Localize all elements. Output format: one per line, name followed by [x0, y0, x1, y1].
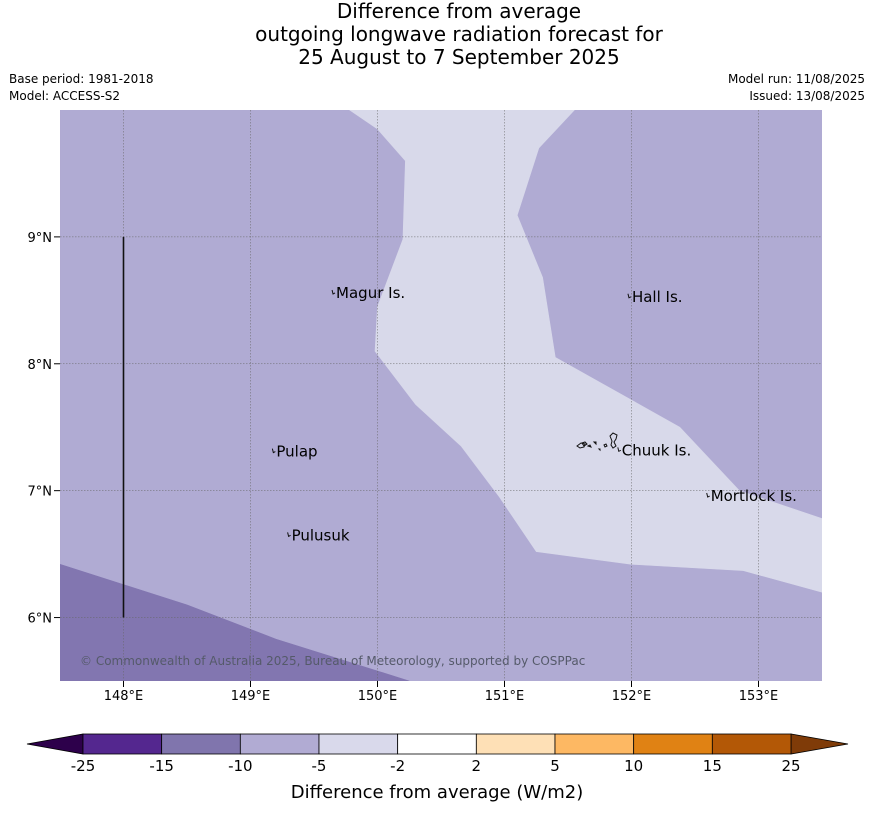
colorbar-title: Difference from average (W/m2): [291, 782, 583, 803]
colorbar-segment: [711, 733, 792, 755]
anomaly-region-1: [349, 110, 822, 593]
colorbar-label: 10: [624, 757, 643, 775]
colorbar-segment: [397, 733, 477, 755]
lat-tick-label: 6°N: [28, 612, 53, 627]
island-outline: [592, 441, 597, 446]
place-marker: [627, 293, 632, 299]
place-marker: [706, 492, 710, 498]
island-outline: [603, 443, 608, 448]
model-name: Model: ACCESS-S2: [9, 89, 121, 103]
place-label: Pulap: [276, 443, 317, 461]
base-period: Base period: 1981-2018: [9, 72, 154, 86]
meta-right: Model run: 11/08/2025 Issued: 13/08/2025: [728, 71, 865, 105]
lon-tick-label: 152°E: [612, 689, 652, 704]
lon-tick-label: 150°E: [358, 689, 398, 704]
lat-tick-label: 7°N: [28, 485, 53, 500]
colorbar-segment: [318, 733, 399, 755]
place-marker: [331, 289, 336, 295]
map-title: Difference from average outgoing longwav…: [0, 0, 873, 69]
colorbar-extend-high: [790, 733, 849, 755]
lon-tick-label: 151°E: [485, 689, 525, 704]
colorbar-segment: [475, 733, 556, 755]
title-line-3: 25 August to 7 September 2025: [298, 45, 620, 69]
colorbar-label: -2: [390, 757, 405, 775]
place-label: Chuuk Is.: [622, 441, 691, 459]
axis-ticks: 148°E 149°E 150°E 151°E 152°E 153°E 9°N 8°N 7°N 6…: [28, 231, 779, 704]
island-outline: [609, 432, 618, 449]
colorbar-label: -10: [228, 757, 253, 775]
model-run: Model run: 11/08/2025: [727, 72, 865, 86]
colorbar-segment: [82, 733, 163, 755]
colorbar: -25 -15 -10 -5 -2 2 5 10 15 25: [26, 733, 849, 775]
anomaly-regions: [60, 110, 822, 681]
colorbar-segment: [161, 733, 241, 755]
lon-tick-label: 148°E: [104, 689, 144, 704]
colorbar-label: 15: [703, 757, 722, 775]
colorbar-segment: [633, 733, 713, 755]
title-line-1: Difference from average: [336, 0, 582, 23]
colorbar-label: 25: [781, 757, 800, 775]
island-outline: [597, 448, 601, 452]
place-marker: [271, 448, 276, 454]
colorbar-label: 5: [550, 757, 560, 775]
colorbar-segment: [554, 733, 635, 755]
place-labels: Magur Is. Hall Is. Pulap Chuuk Is. Mortlock …: [271, 284, 797, 544]
meta-left: Base period: 1981-2018 Model: ACCESS-S2: [9, 71, 154, 105]
lon-tick-label: 153°E: [739, 689, 779, 704]
lat-tick-label: 9°N: [28, 231, 53, 246]
title-line-2: outgoing longwave radiation forecast for: [255, 22, 663, 46]
colorbar-label: -25: [71, 757, 96, 775]
island-outlines: [576, 432, 618, 452]
anomaly-region-2: [60, 563, 410, 681]
colorbar-extend-low: [26, 733, 84, 755]
issued-date: Issued: 13/08/2025: [749, 89, 865, 103]
colorbar-label: 2: [472, 757, 482, 775]
lat-tick-label: 8°N: [28, 358, 53, 373]
place-label: Magur Is.: [336, 284, 405, 302]
place-label: Hall Is.: [632, 288, 683, 306]
island-outline: [581, 441, 588, 447]
place-label: Pulusuk: [292, 526, 350, 544]
place-marker: [287, 532, 291, 538]
colorbar-segment: [239, 733, 320, 755]
island-outline: [586, 444, 592, 448]
place-marker: [617, 447, 622, 453]
colorbar-label: -5: [312, 757, 327, 775]
place-label: Mortlock Is.: [711, 487, 797, 505]
lon-tick-label: 149°E: [231, 689, 271, 704]
colorbar-label: -15: [149, 757, 174, 775]
copyright-text: © Commonwealth of Australia 2025, Bureau…: [80, 654, 585, 668]
